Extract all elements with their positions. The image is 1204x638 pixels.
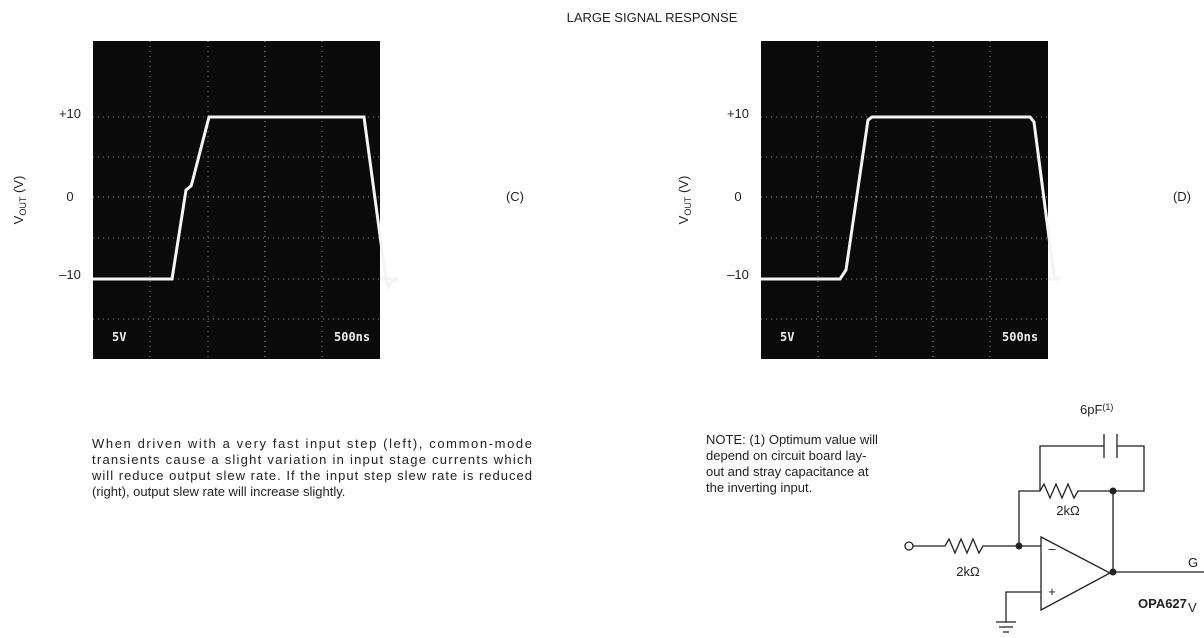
panel-label: (D) [1173,189,1191,204]
output-label: G [1188,555,1198,570]
scope-c: 5V 500ns [93,41,399,359]
tick-label: +10 [59,106,81,121]
paragraph: When driven with a very fast input step … [91,436,532,499]
scope-text: 500ns [1002,330,1038,344]
note-line: out and stray capacitance at [706,464,869,479]
scope-text: 5V [112,330,126,344]
paragraph-line: (right), output slew rate will increase … [92,484,345,499]
circuit [904,434,1204,633]
scope-text: 500ns [334,330,370,344]
note-line: NOTE: (1) Optimum value will [706,432,878,447]
paragraph-line: will reduce output slew rate. If the inp… [91,468,532,483]
note: NOTE: (1) Optimum value will depend on c… [706,432,878,495]
panel-label: (C) [506,189,524,204]
tick-label: 0 [66,189,73,204]
scope-text: 5V [780,330,794,344]
tick-label: –10 [727,267,749,282]
note-line: depend on circuit board lay- [706,448,866,463]
resistor-label: 2kΩ [1056,503,1080,518]
axis-label: VOUT (V) [11,176,28,225]
tick-label: +10 [727,106,749,121]
axis-label: VOUT (V) [676,176,693,225]
output-label: V [1188,600,1197,615]
pin-label: + [1048,584,1056,599]
paragraph-line: When driven with a very fast input step … [92,436,532,451]
capacitor-label: 6pF(1) [1080,402,1113,417]
opamp-label: OPA627 [1138,596,1187,611]
note-line: the inverting input. [706,480,812,495]
paragraph-line: transients cause a slight variation in i… [92,452,532,467]
pin-label: – [1048,541,1056,556]
tick-label: –10 [59,267,81,282]
tick-label: 0 [734,189,741,204]
resistor-label: 2kΩ [956,564,980,579]
scope-d: 5V 500ns [761,41,1061,359]
title: LARGE SIGNAL RESPONSE [567,10,738,25]
